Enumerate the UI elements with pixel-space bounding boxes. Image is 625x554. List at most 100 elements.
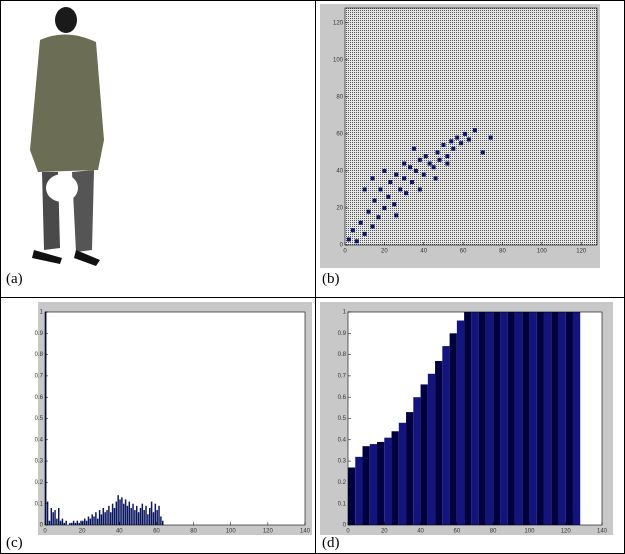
bar — [85, 520, 88, 525]
x-tick-label: 0 — [343, 249, 347, 255]
y-tick-label: 120 — [333, 20, 344, 26]
bar — [507, 312, 515, 525]
y-tick-label: 0.3 — [35, 459, 44, 465]
scatter-point — [394, 172, 399, 177]
bar — [65, 520, 67, 525]
y-tick-label: 40 — [336, 169, 343, 175]
bar — [514, 312, 523, 525]
bar — [398, 422, 407, 525]
scatter-point — [407, 165, 412, 170]
y-tick-label: 0.6 — [338, 395, 347, 401]
x-tick-label: 100 — [226, 529, 237, 535]
x-tick-label: 40 — [116, 529, 123, 535]
y-tick-label: 1 — [343, 310, 347, 316]
scatter-point — [435, 150, 440, 155]
bar — [406, 412, 414, 525]
bar — [143, 510, 145, 525]
bar — [145, 505, 147, 525]
bar — [123, 503, 125, 525]
bar — [128, 501, 131, 525]
y-tick-label: 0.5 — [35, 416, 44, 422]
bar — [529, 312, 537, 525]
scatter-point — [362, 187, 367, 192]
row-divider — [0, 297, 625, 298]
bar — [48, 520, 51, 525]
scatter-point — [441, 143, 446, 148]
bar — [141, 503, 144, 525]
y-tick-label: 100 — [333, 57, 344, 63]
scatter-point — [423, 154, 428, 159]
scatter-point — [376, 215, 381, 220]
bar — [50, 507, 53, 525]
bar — [111, 503, 114, 525]
x-tick-label: 140 — [597, 529, 608, 535]
y-tick-label: 80 — [336, 94, 343, 100]
bar — [391, 431, 399, 525]
bar — [160, 516, 162, 525]
bar — [87, 516, 90, 525]
scatter-point — [394, 213, 399, 218]
bar — [149, 507, 151, 525]
scatter-point — [421, 172, 426, 177]
scatter-point — [488, 135, 493, 140]
y-tick-label: 0.8 — [35, 352, 44, 358]
scatter-point — [413, 168, 418, 173]
bar — [93, 516, 95, 525]
x-tick-label: 40 — [420, 249, 427, 255]
scatter-point — [354, 239, 359, 244]
bar — [152, 512, 155, 525]
bar — [522, 312, 530, 525]
scatter-point — [433, 176, 438, 181]
bar — [76, 520, 79, 525]
bar — [362, 446, 370, 525]
scatter-point — [480, 150, 485, 155]
y-tick-label: 0.1 — [338, 501, 347, 507]
y-tick-label: 0.1 — [35, 501, 44, 507]
bar — [121, 497, 123, 525]
bar — [117, 495, 119, 525]
scatter-point — [463, 131, 468, 136]
bar — [100, 514, 103, 525]
y-tick-label: 0.4 — [35, 437, 44, 443]
x-tick-label: 100 — [537, 249, 548, 255]
y-tick-label: 1 — [40, 310, 44, 316]
bar — [59, 520, 62, 525]
bar — [377, 441, 385, 525]
bar — [150, 501, 153, 525]
scatter-point — [431, 165, 436, 170]
scatter-point — [404, 191, 409, 196]
bar — [158, 505, 160, 525]
bar — [369, 444, 378, 525]
bar — [137, 512, 140, 525]
y-tick-label: 0.4 — [338, 437, 347, 443]
bar — [124, 499, 127, 525]
bar — [456, 320, 465, 525]
bar — [72, 520, 75, 525]
scatter-point — [398, 187, 403, 192]
scatter-point — [346, 237, 351, 242]
bar — [551, 312, 559, 525]
scatter-point — [459, 141, 464, 146]
x-tick-label: 20 — [381, 529, 388, 535]
bar — [98, 510, 101, 525]
y-tick-label: 0.7 — [338, 373, 347, 379]
scatter-point — [417, 187, 422, 192]
bar — [384, 437, 392, 525]
axes-frame — [344, 7, 598, 246]
scatter-point — [472, 128, 477, 133]
y-tick-label: 0.9 — [35, 331, 44, 337]
bar — [46, 501, 49, 525]
bar — [427, 373, 436, 525]
bar — [56, 518, 58, 525]
scatter-point — [362, 231, 367, 236]
y-tick-label: 0 — [340, 243, 344, 249]
scatter-point — [467, 137, 472, 142]
x-tick-label: 0 — [43, 529, 47, 535]
y-tick-label: 60 — [336, 131, 343, 137]
bar — [91, 514, 93, 525]
x-tick-label: 60 — [460, 249, 467, 255]
bar — [84, 518, 86, 525]
bar — [464, 312, 472, 525]
